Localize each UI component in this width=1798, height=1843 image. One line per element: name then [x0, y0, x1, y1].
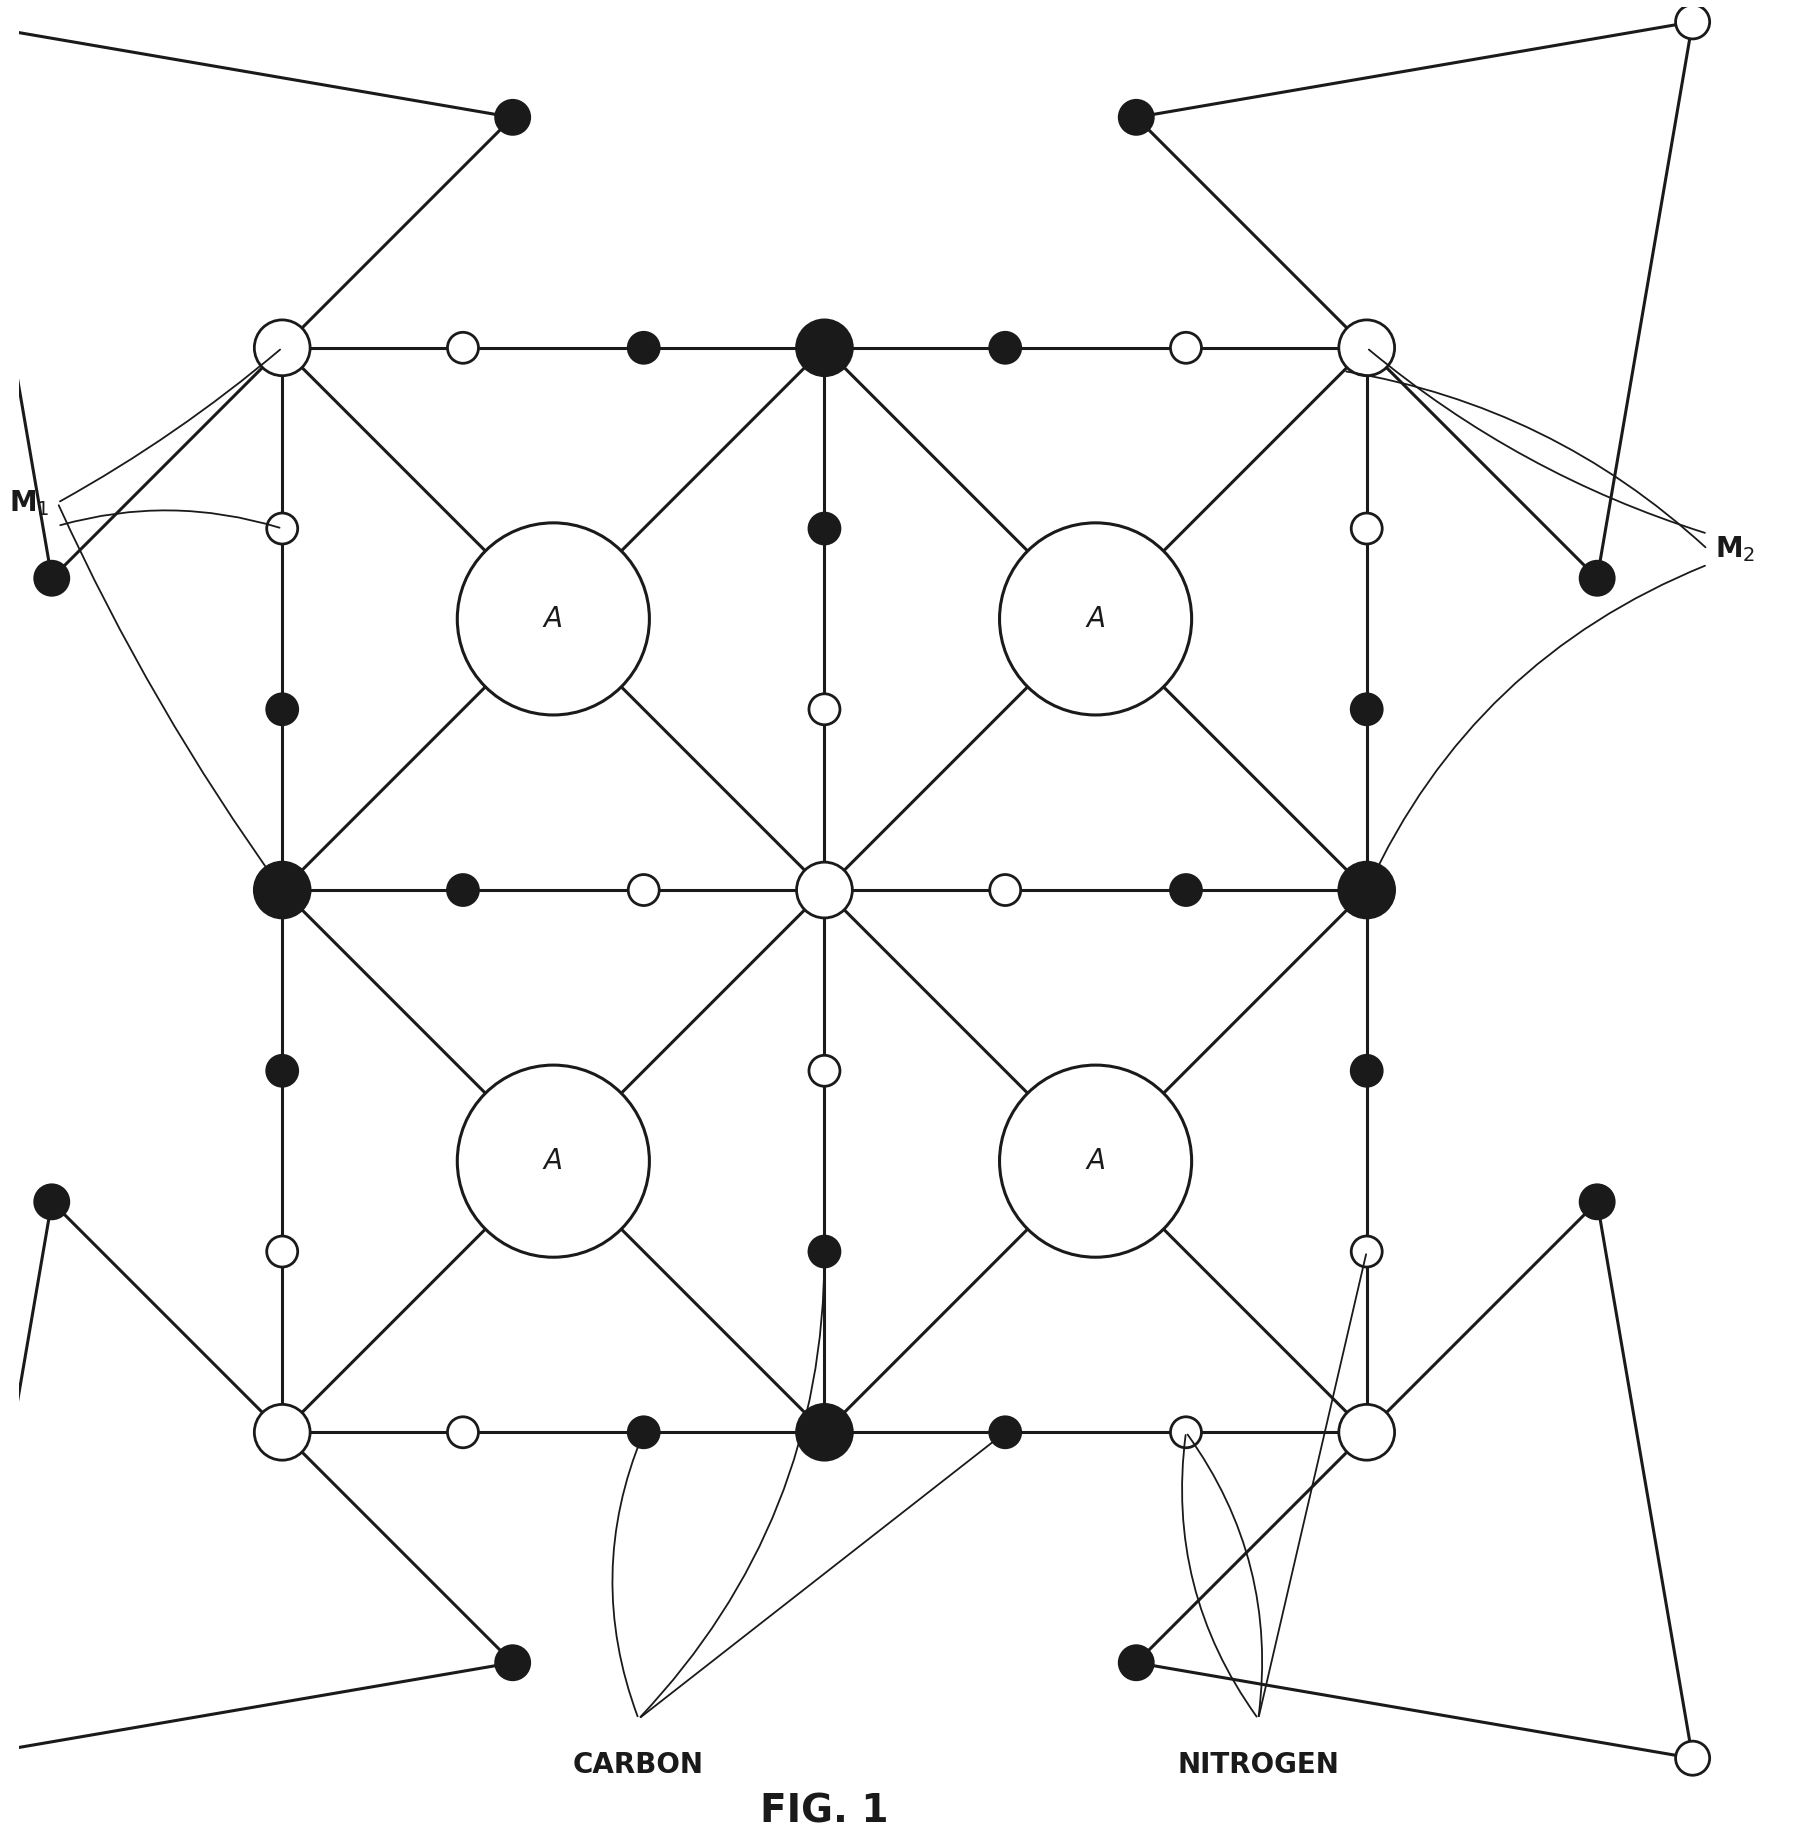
- Circle shape: [254, 863, 309, 918]
- Circle shape: [266, 1237, 297, 1266]
- Circle shape: [797, 321, 852, 376]
- Circle shape: [989, 875, 1019, 905]
- Circle shape: [1350, 512, 1381, 544]
- Text: NITROGEN: NITROGEN: [1176, 1751, 1338, 1778]
- Circle shape: [266, 512, 297, 544]
- Circle shape: [628, 875, 658, 905]
- Circle shape: [1170, 875, 1201, 905]
- Circle shape: [1000, 523, 1190, 715]
- Circle shape: [254, 321, 309, 376]
- Circle shape: [1674, 1742, 1708, 1775]
- Circle shape: [34, 562, 68, 595]
- Circle shape: [809, 512, 840, 544]
- Text: FIG. 1: FIG. 1: [761, 1793, 888, 1830]
- Circle shape: [448, 875, 478, 905]
- Circle shape: [1579, 562, 1613, 595]
- Circle shape: [266, 1056, 297, 1086]
- Circle shape: [1118, 100, 1153, 135]
- Circle shape: [34, 1185, 68, 1218]
- Circle shape: [448, 1417, 478, 1449]
- Circle shape: [457, 523, 649, 715]
- Text: A: A: [543, 605, 563, 632]
- Circle shape: [1350, 1056, 1381, 1086]
- Circle shape: [989, 332, 1019, 363]
- Text: A: A: [1086, 1146, 1104, 1176]
- Circle shape: [628, 1417, 658, 1449]
- Circle shape: [1350, 693, 1381, 724]
- Circle shape: [1338, 321, 1393, 376]
- Circle shape: [797, 863, 852, 918]
- Circle shape: [1170, 332, 1201, 363]
- Circle shape: [1170, 1417, 1201, 1449]
- Text: A: A: [543, 1146, 563, 1176]
- Circle shape: [797, 1404, 852, 1460]
- Circle shape: [496, 100, 529, 135]
- Circle shape: [989, 1417, 1019, 1449]
- Circle shape: [448, 332, 478, 363]
- Text: M$_1$: M$_1$: [9, 488, 50, 518]
- Circle shape: [1674, 6, 1708, 39]
- Circle shape: [496, 1646, 529, 1679]
- Circle shape: [457, 1065, 649, 1257]
- Circle shape: [254, 1404, 309, 1460]
- Circle shape: [628, 332, 658, 363]
- Circle shape: [1579, 1185, 1613, 1218]
- Circle shape: [809, 1056, 840, 1086]
- Text: CARBON: CARBON: [574, 1751, 703, 1778]
- Circle shape: [1350, 1237, 1381, 1266]
- Circle shape: [266, 693, 297, 724]
- Circle shape: [1338, 1404, 1393, 1460]
- Circle shape: [809, 1237, 840, 1266]
- Circle shape: [1338, 863, 1393, 918]
- Text: A: A: [1086, 605, 1104, 632]
- Circle shape: [809, 693, 840, 724]
- Circle shape: [1118, 1646, 1153, 1679]
- Text: M$_2$: M$_2$: [1713, 534, 1755, 564]
- Circle shape: [1000, 1065, 1190, 1257]
